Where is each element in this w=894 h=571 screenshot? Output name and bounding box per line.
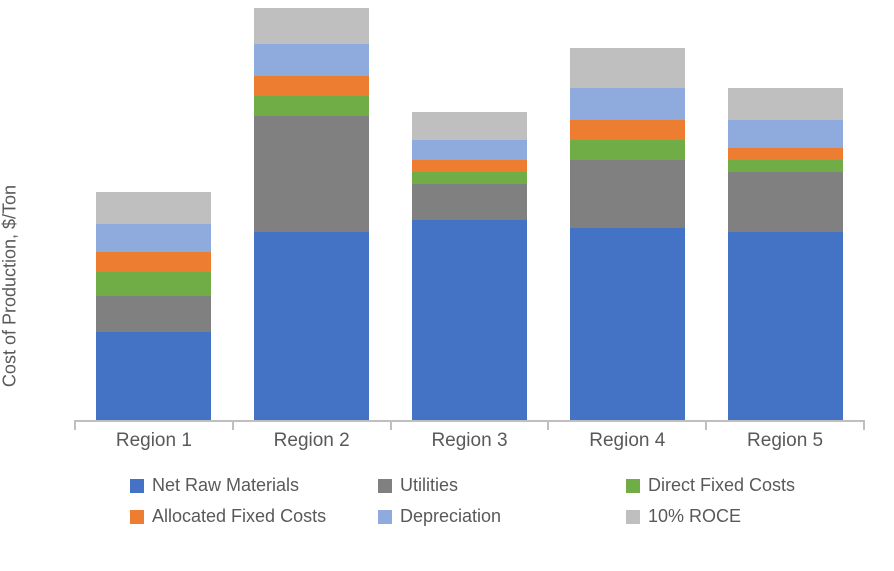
x-tick [863, 420, 865, 430]
bar-segment-utilities [728, 172, 843, 232]
x-axis-label: Region 1 [96, 430, 211, 452]
bar-segment-roce [96, 192, 211, 224]
bar-segment-afc [728, 148, 843, 160]
legend-item-net_raw: Net Raw Materials [130, 475, 368, 496]
legend-label: Allocated Fixed Costs [152, 506, 326, 527]
legend: Net Raw Materials Utilities Direct Fixed C… [130, 475, 864, 527]
bar-segment-net_raw [254, 232, 369, 420]
bar-segment-dfc [96, 272, 211, 296]
bar-segment-net_raw [412, 220, 527, 420]
bar-segment-afc [412, 160, 527, 172]
legend-item-dfc: Direct Fixed Costs [626, 475, 864, 496]
x-axis-label: Region 5 [728, 430, 843, 452]
legend-label: Direct Fixed Costs [648, 475, 795, 496]
bar-segment-dfc [728, 160, 843, 172]
x-tick [390, 420, 392, 430]
stacked-bar [728, 88, 843, 420]
x-tick [232, 420, 234, 430]
bar-segment-utilities [570, 160, 685, 228]
bar-segment-roce [412, 112, 527, 140]
x-axis-label: Region 2 [254, 430, 369, 452]
bar-segment-dep [570, 88, 685, 120]
x-tick [705, 420, 707, 430]
bar-segment-utilities [254, 116, 369, 232]
bars-container [75, 20, 864, 420]
bar-group [254, 8, 369, 420]
legend-swatch [378, 510, 392, 524]
legend-swatch [378, 479, 392, 493]
legend-label: Utilities [400, 475, 458, 496]
bar-segment-utilities [96, 296, 211, 332]
y-axis-label: Cost of Production, $/Ton [0, 184, 21, 386]
bar-segment-dep [728, 120, 843, 148]
x-tick [547, 420, 549, 430]
bar-segment-afc [570, 120, 685, 140]
bar-segment-dfc [570, 140, 685, 160]
stacked-bar [570, 48, 685, 420]
legend-item-utilities: Utilities [378, 475, 616, 496]
stacked-bar [254, 8, 369, 420]
bar-segment-utilities [412, 184, 527, 220]
bar-segment-dep [96, 224, 211, 252]
legend-item-dep: Depreciation [378, 506, 616, 527]
bar-segment-roce [570, 48, 685, 88]
bar-segment-net_raw [570, 228, 685, 420]
x-axis-label: Region 3 [412, 430, 527, 452]
legend-swatch [130, 510, 144, 524]
plot-area [75, 20, 864, 422]
stacked-bar [96, 192, 211, 420]
x-axis-labels: Region 1 Region 2 Region 3 Region 4 Region 5 [75, 430, 864, 452]
bar-segment-dfc [412, 172, 527, 184]
legend-swatch [130, 479, 144, 493]
legend-swatch [626, 510, 640, 524]
bar-group [412, 112, 527, 420]
bar-group [728, 88, 843, 420]
legend-swatch [626, 479, 640, 493]
legend-item-roce: 10% ROCE [626, 506, 864, 527]
bar-segment-afc [96, 252, 211, 272]
bar-segment-net_raw [96, 332, 211, 420]
x-axis-label: Region 4 [570, 430, 685, 452]
legend-item-afc: Allocated Fixed Costs [130, 506, 368, 527]
bar-segment-roce [254, 8, 369, 44]
bar-segment-afc [254, 76, 369, 96]
legend-label: 10% ROCE [648, 506, 741, 527]
stacked-bar [412, 112, 527, 420]
legend-label: Net Raw Materials [152, 475, 299, 496]
bar-group [96, 192, 211, 420]
bar-segment-dfc [254, 96, 369, 116]
x-tick [74, 420, 76, 430]
bar-segment-roce [728, 88, 843, 120]
cost-of-production-chart: Cost of Production, $/Ton Region 1Region… [0, 0, 894, 571]
legend-label: Depreciation [400, 506, 501, 527]
bar-segment-dep [412, 140, 527, 160]
bar-segment-net_raw [728, 232, 843, 420]
bar-segment-dep [254, 44, 369, 76]
bar-group [570, 48, 685, 420]
